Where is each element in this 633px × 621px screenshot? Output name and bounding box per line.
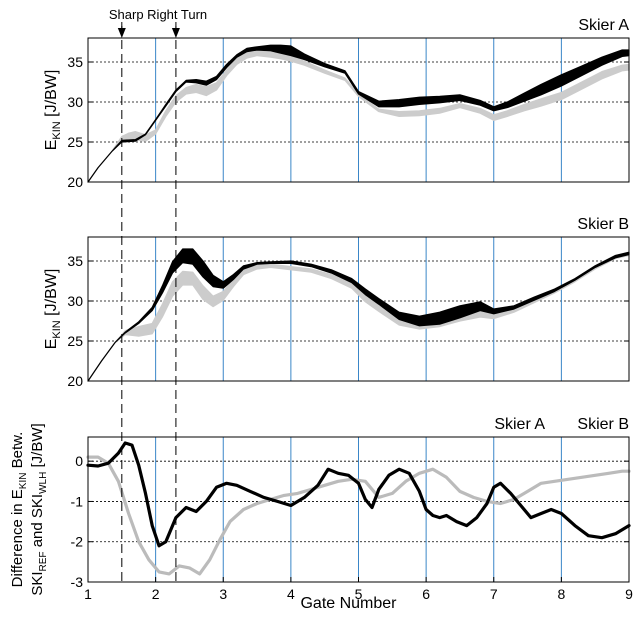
x-tick-label: 8 bbox=[557, 586, 565, 602]
y-axis-label-line1: Difference in EKIN Betw. bbox=[9, 432, 29, 588]
y-axis-label-line2: SKIREF and SKIWLH [J/BW] bbox=[29, 423, 49, 595]
sharp-turn-label: Sharp Right Turn bbox=[109, 7, 207, 22]
x-tick-label: 6 bbox=[422, 586, 430, 602]
legend-entry: Skier A bbox=[494, 416, 545, 433]
line-skier-a bbox=[86, 441, 631, 548]
panel-title: Skier B bbox=[577, 216, 629, 233]
y-tick-label: -2 bbox=[71, 534, 84, 550]
panel-3: -3 -2 -1 0 Skier A Skier B Difference in EKIN … bbox=[9, 416, 633, 612]
panel-2: 20 25 30 35 Skier B EKIN [J/BW] bbox=[43, 216, 630, 389]
line-skier-b bbox=[86, 455, 631, 576]
x-tick-label: 3 bbox=[219, 586, 227, 602]
plot-frame bbox=[87, 236, 630, 382]
y-axis-label: EKIN [J/BW] bbox=[43, 70, 63, 151]
panel-title: Skier A bbox=[578, 17, 629, 34]
y-tick-label: 25 bbox=[67, 333, 83, 349]
x-tick-label: 9 bbox=[625, 586, 633, 602]
sharp-turn-arrowhead-2 bbox=[171, 28, 180, 38]
sharp-turn-arrowhead-1 bbox=[117, 28, 126, 38]
y-tick-label: 35 bbox=[67, 54, 83, 70]
x-axis-label: Gate Number bbox=[300, 595, 397, 612]
legend-entry: Skier B bbox=[577, 416, 629, 433]
y-tick-label: -3 bbox=[71, 574, 84, 590]
y-tick-label: 20 bbox=[67, 174, 83, 190]
y-tick-label: 0 bbox=[75, 453, 83, 469]
panel-1: 20 25 30 35 Skier A EKIN [J/BW] bbox=[43, 17, 630, 190]
y-tick-label: 30 bbox=[67, 94, 83, 110]
x-tick-label: 5 bbox=[355, 586, 363, 602]
y-tick-label: -1 bbox=[71, 493, 84, 509]
y-tick-label: 20 bbox=[67, 373, 83, 389]
y-tick-label: 30 bbox=[67, 293, 83, 309]
x-tick-label: 4 bbox=[287, 586, 295, 602]
x-tick-label: 1 bbox=[84, 586, 92, 602]
y-tick-label: 25 bbox=[67, 134, 83, 150]
x-tick-label: 2 bbox=[152, 586, 160, 602]
plot-frame bbox=[87, 37, 630, 183]
y-tick-label: 35 bbox=[67, 253, 83, 269]
y-axis-label: EKIN [J/BW] bbox=[43, 269, 63, 350]
sharp-turn-overlay bbox=[117, 22, 180, 582]
x-tick-label: 7 bbox=[490, 586, 498, 602]
